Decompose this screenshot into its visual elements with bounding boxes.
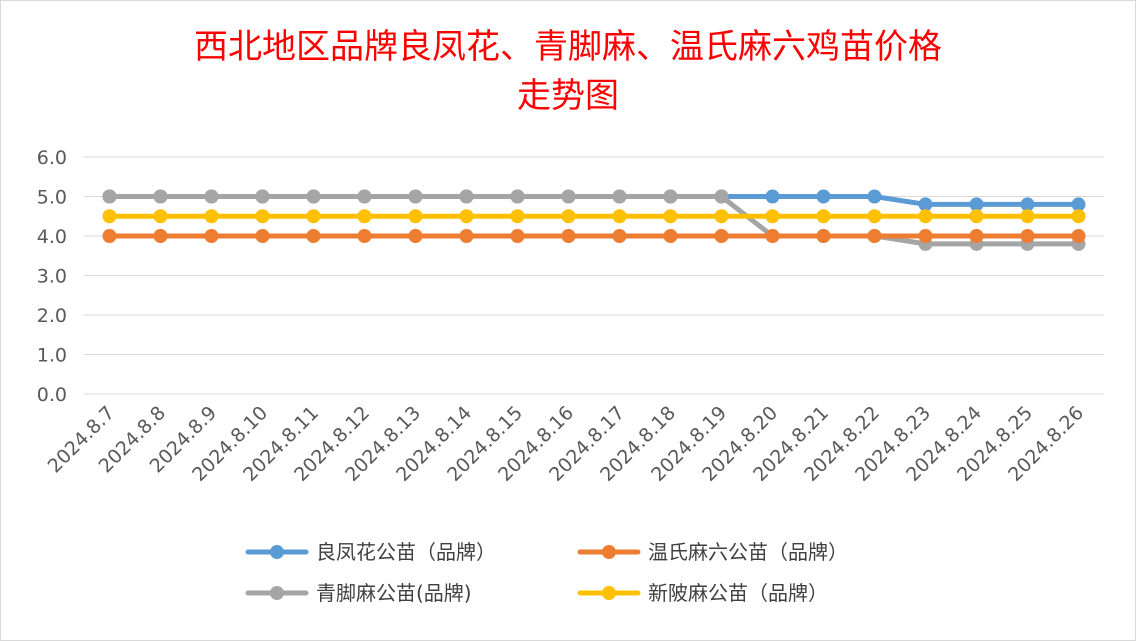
data-point [357,209,372,224]
series-line [102,229,1086,243]
data-point [102,189,117,204]
data-point [612,209,627,224]
data-point [1071,229,1086,243]
data-point [714,209,729,224]
data-point [612,229,627,243]
data-point [816,209,831,224]
series-line [102,209,1086,224]
legend-item: 温氏麻六公苗（品牌） [577,540,848,564]
data-point [408,209,423,224]
data-point [204,229,219,243]
data-point [867,229,882,243]
legend-swatch-marker [602,586,616,600]
data-point [204,189,219,204]
data-point [408,229,423,243]
series-path [107,194,1081,247]
data-point [255,229,270,243]
data-point [459,229,474,243]
y-tick-label: 5.0 [37,187,67,209]
y-tick-label: 2.0 [37,305,67,327]
y-tick-label: 3.0 [37,266,67,288]
data-point [765,209,780,224]
data-point [561,209,576,224]
data-point [1020,197,1035,212]
y-tick-label: 6.0 [37,147,67,169]
data-point [1020,209,1035,224]
legend-item: 良凤花公苗（品牌） [245,540,496,564]
legend-item: 新陂麻公苗（品牌） [577,581,828,605]
data-point [306,189,321,204]
data-point [102,209,117,224]
legend-item: 青脚麻公苗(品牌) [245,581,472,605]
data-point [867,209,882,224]
chart-subtitle: 走势图 [517,76,619,116]
data-point [357,189,372,204]
data-point [714,229,729,243]
data-point [459,189,474,204]
data-point [816,229,831,243]
y-axis-tick-labels: 0.0 1.0 2.0 3.0 4.0 5.0 6.0 [37,147,67,406]
data-point [765,229,780,243]
data-point [1071,197,1086,212]
series-line [102,189,1086,251]
legend-label: 良凤花公苗（品牌） [316,540,496,564]
data-point [969,209,984,224]
data-point [816,189,831,204]
data-point [969,197,984,212]
data-point [918,209,933,224]
data-point [663,229,678,243]
data-point [714,189,729,204]
data-point [153,229,168,243]
gridlines [84,156,1104,395]
data-point [102,229,117,243]
data-point [561,189,576,204]
data-point [1020,229,1035,243]
data-point [204,209,219,224]
data-point [663,209,678,224]
data-point [510,189,525,204]
data-point [765,189,780,204]
data-point [459,209,474,224]
data-point [153,189,168,204]
legend-swatch-marker [270,586,284,600]
data-point [663,189,678,204]
data-point [612,189,627,204]
data-point [918,197,933,212]
data-point [357,229,372,243]
legend-label: 温氏麻六公苗（品牌） [648,540,848,564]
data-point [306,209,321,224]
series-lines [102,189,1086,251]
data-point [510,229,525,243]
data-point [255,209,270,224]
chart-title: 西北地区品牌良凤花、青脚麻、温氏麻六鸡苗价格 [194,27,942,67]
legend-label: 青脚麻公苗(品牌) [316,581,472,605]
data-point [306,229,321,243]
legend-swatch-marker [602,545,616,559]
data-point [153,209,168,224]
data-point [255,189,270,204]
data-point [510,209,525,224]
data-point [867,189,882,204]
legend: 良凤花公苗（品牌） 温氏麻六公苗（品牌） 青脚麻公苗(品牌) 新陂麻公苗（品牌） [245,540,848,605]
data-point [408,189,423,204]
data-point [969,229,984,243]
y-tick-label: 1.0 [37,345,67,367]
data-point [1071,209,1086,224]
y-tick-label: 4.0 [37,226,67,248]
data-point [561,229,576,243]
legend-swatch-marker [270,545,284,559]
y-tick-label: 0.0 [37,384,67,406]
series-line [102,189,1086,212]
data-point [918,229,933,243]
legend-label: 新陂麻公苗（品牌） [648,581,828,605]
x-axis-tick-labels: 2024.8.72024.8.82024.8.92024.8.102024.8.… [44,402,1088,486]
